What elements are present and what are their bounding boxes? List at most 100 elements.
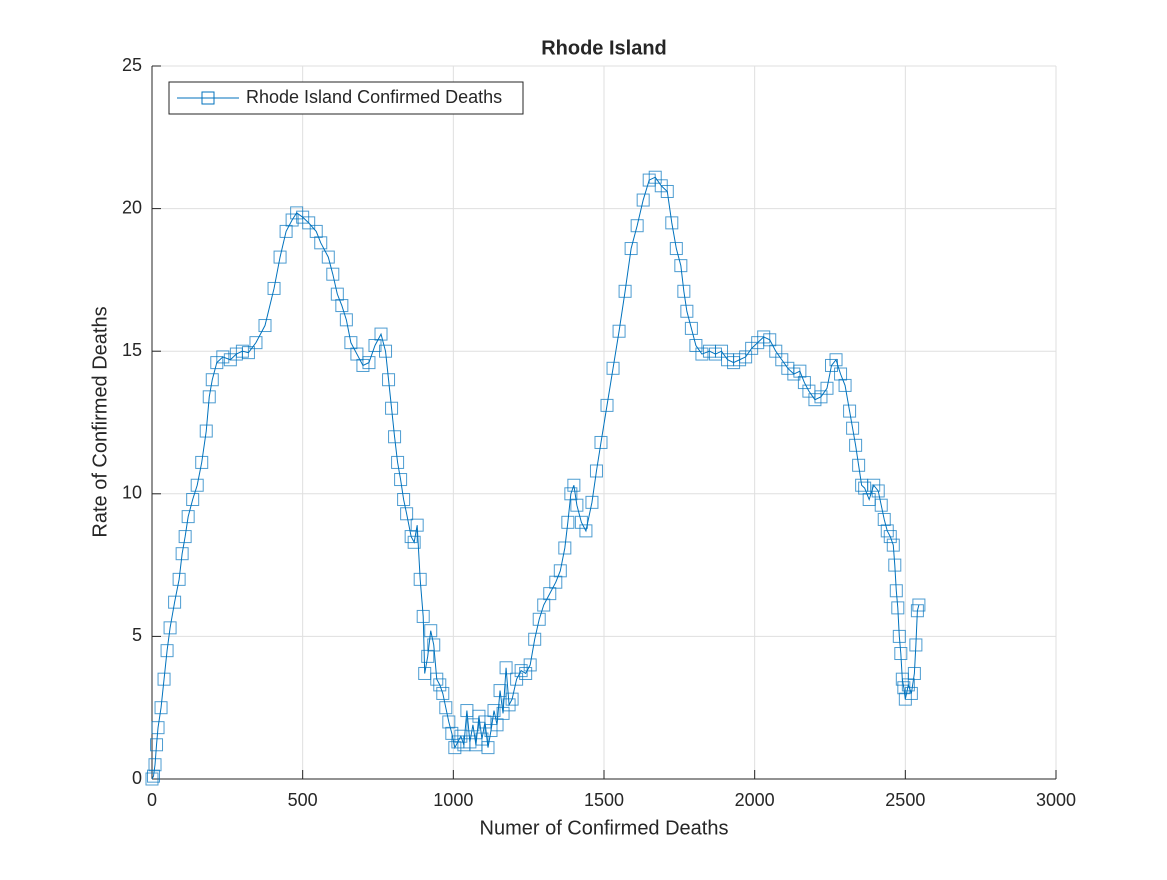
data-marker: [883, 530, 897, 544]
data-marker: [145, 772, 159, 786]
data-marker: [374, 327, 388, 341]
data-marker: [594, 435, 608, 449]
data-marker: [797, 376, 811, 390]
data-marker: [624, 242, 638, 256]
data-marker: [561, 515, 575, 529]
data-marker: [665, 216, 679, 230]
data-marker: [912, 598, 926, 612]
data-marker: [677, 284, 691, 298]
y-tick-label: 15: [122, 340, 142, 360]
data-marker: [612, 324, 626, 338]
data-marker: [416, 609, 430, 623]
x-tick-label: 2500: [885, 790, 925, 810]
data-marker: [397, 493, 411, 507]
data-marker: [499, 661, 513, 675]
data-marker: [394, 473, 408, 487]
x-tick-label: 0: [147, 790, 157, 810]
data-marker: [843, 404, 857, 418]
data-marker: [874, 498, 888, 512]
data-marker: [314, 236, 328, 250]
data-line: [151, 176, 920, 780]
data-marker: [871, 484, 885, 498]
chart-title: Rhode Island: [541, 37, 667, 59]
data-marker: [160, 644, 174, 658]
data-marker: [889, 584, 903, 598]
data-marker: [178, 530, 192, 544]
x-axis-label: Numer of Confirmed Deaths: [480, 817, 729, 839]
data-marker: [886, 538, 900, 552]
data-marker: [379, 344, 393, 358]
data-marker: [321, 250, 335, 264]
data-marker: [549, 575, 563, 589]
data-marker: [558, 541, 572, 555]
x-tick-label: 3000: [1036, 790, 1076, 810]
data-marker: [326, 267, 340, 281]
data-marker: [574, 515, 588, 529]
data-marker: [285, 213, 299, 227]
data-marker: [163, 621, 177, 635]
data-marker: [829, 353, 843, 367]
data-marker: [216, 350, 230, 364]
data-marker: [436, 686, 450, 700]
y-tick-label: 10: [122, 483, 142, 503]
data-marker: [852, 458, 866, 472]
data-marker: [175, 547, 189, 561]
y-tick-label: 25: [122, 55, 142, 75]
data-marker: [172, 572, 186, 586]
data-marker: [589, 464, 603, 478]
data-marker: [674, 259, 688, 273]
data-marker: [258, 319, 272, 333]
data-marker: [858, 481, 872, 495]
data-marker: [579, 524, 593, 538]
data-marker: [523, 658, 537, 672]
data-marker: [205, 373, 219, 387]
data-marker: [532, 612, 546, 626]
y-axis-label: Rate of Confirmed Deaths: [89, 306, 111, 537]
x-tick-label: 1000: [433, 790, 473, 810]
data-marker: [904, 686, 918, 700]
data-marker: [909, 638, 923, 652]
data-marker: [157, 672, 171, 686]
data-marker: [339, 313, 353, 327]
data-marker: [877, 512, 891, 526]
data-marker: [487, 704, 501, 718]
data-marker: [793, 364, 807, 378]
data-marker: [385, 401, 399, 415]
legend-marker: [201, 91, 215, 105]
data-marker: [493, 684, 507, 698]
x-tick-label: 1500: [584, 790, 624, 810]
data-marker: [413, 572, 427, 586]
data-marker: [894, 647, 908, 661]
data-marker: [433, 678, 447, 692]
data-marker: [891, 601, 905, 615]
data-marker: [439, 701, 453, 715]
data-marker: [684, 321, 698, 335]
data-marker: [388, 430, 402, 444]
data-marker: [190, 478, 204, 492]
data-marker: [585, 495, 599, 509]
data-marker: [382, 373, 396, 387]
data-marker: [273, 250, 287, 264]
data-marker: [481, 741, 495, 755]
data-marker: [302, 216, 316, 230]
data-marker: [838, 378, 852, 392]
x-tick-label: 500: [288, 790, 318, 810]
y-tick-label: 5: [132, 625, 142, 645]
data-marker: [567, 478, 581, 492]
data-marker: [195, 455, 209, 469]
data-marker: [630, 219, 644, 233]
x-tick-label: 2000: [735, 790, 775, 810]
data-marker: [888, 558, 902, 572]
data-marker: [695, 347, 709, 361]
data-marker: [147, 769, 161, 783]
data-marker: [669, 242, 683, 256]
data-marker: [570, 498, 584, 512]
data-marker: [241, 346, 255, 360]
data-marker: [600, 398, 614, 412]
data-marker: [424, 624, 438, 638]
data-marker: [150, 738, 164, 752]
data-marker: [202, 390, 216, 404]
